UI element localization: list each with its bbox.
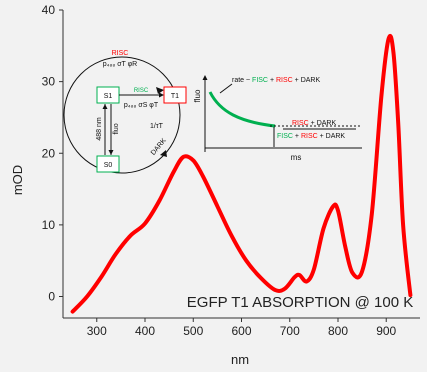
state-s0-box <box>96 155 120 173</box>
rate-top-label: p₄₈₈ σT φR <box>103 61 138 68</box>
den-risc: RISC <box>301 133 318 140</box>
fluo-label: fluo <box>113 123 120 134</box>
x-tick-label: 800 <box>328 324 348 338</box>
den-plus-1: + <box>293 133 301 140</box>
decay-curve <box>208 91 276 128</box>
ticks: 300 400 500 600 700 800 900 0 10 20 30 40 <box>42 3 397 338</box>
ratio-numerator: RISC + DARK <box>292 120 336 127</box>
state-diagram-inset: RISC p₄₈₈ σT φR S1 T1 RISC p₄₈₈ σS φT S0… <box>63 50 187 174</box>
y-tick-label: 0 <box>48 290 55 304</box>
x-tick-label: 900 <box>376 324 396 338</box>
y-tick-label: 20 <box>42 146 56 160</box>
decay-y-arrowhead <box>202 75 208 80</box>
den-rest: + DARK <box>318 133 346 140</box>
x-tick-label: 400 <box>135 324 155 338</box>
rate-plus-2: + <box>293 77 301 84</box>
x-tick-label: 300 <box>87 324 107 338</box>
state-t1-label: T1 <box>171 93 179 100</box>
ratio-denominator: FISC + RISC + DARK <box>277 133 345 140</box>
x-tick-label: 500 <box>183 324 203 338</box>
y-tick-label: 40 <box>42 3 56 17</box>
x-tick-label: 700 <box>280 324 300 338</box>
cycle-circle <box>63 56 181 174</box>
excitation-arrowhead <box>102 104 108 109</box>
y-axis-label: mOD <box>10 165 25 195</box>
rate-risc: RISC <box>276 77 293 84</box>
cycle-arrowhead <box>156 87 164 94</box>
decay-x-label: ms <box>291 153 302 162</box>
den-fisc: FISC <box>277 133 293 140</box>
x-tick-label: 600 <box>231 324 251 338</box>
state-s0-label: S0 <box>104 162 113 169</box>
num-rest: + DARK <box>309 120 337 127</box>
tau-label: 1/τT <box>150 123 164 130</box>
rate-pointer <box>219 83 233 94</box>
rate-mid-label: p₄₈₈ σS φT <box>124 102 159 109</box>
decay-y-label: fluo <box>193 89 202 102</box>
rate-prefix: rate ~ <box>232 77 252 84</box>
dark-arrowhead <box>160 150 167 157</box>
rate-dark: DARK <box>301 77 321 84</box>
chart-annotation: EGFP T1 ABSORPTION @ 100 K <box>187 294 413 311</box>
rate-text: rate ~ FISC + RISC + DARK <box>232 77 320 84</box>
s1-t1-arrowhead <box>159 92 164 98</box>
series-line-absorption <box>70 33 413 314</box>
excitation-label: 488 nm <box>96 117 103 141</box>
fluo-arrowhead <box>108 150 114 155</box>
state-s1-label: S1 <box>104 93 113 100</box>
y-tick-label: 10 <box>42 218 56 232</box>
num-risc: RISC <box>292 120 309 127</box>
x-axis-label: nm <box>231 352 249 367</box>
rate-fisc: FISC <box>252 77 268 84</box>
y-tick-label: 30 <box>42 75 56 89</box>
rate-plus-1: + <box>268 77 276 84</box>
risc-top-label: RISC <box>112 50 129 57</box>
decay-inset: fluo ms rate ~ FISC + RISC + DARK RISC +… <box>193 75 362 162</box>
risc-mid-label: RISC <box>134 88 149 94</box>
